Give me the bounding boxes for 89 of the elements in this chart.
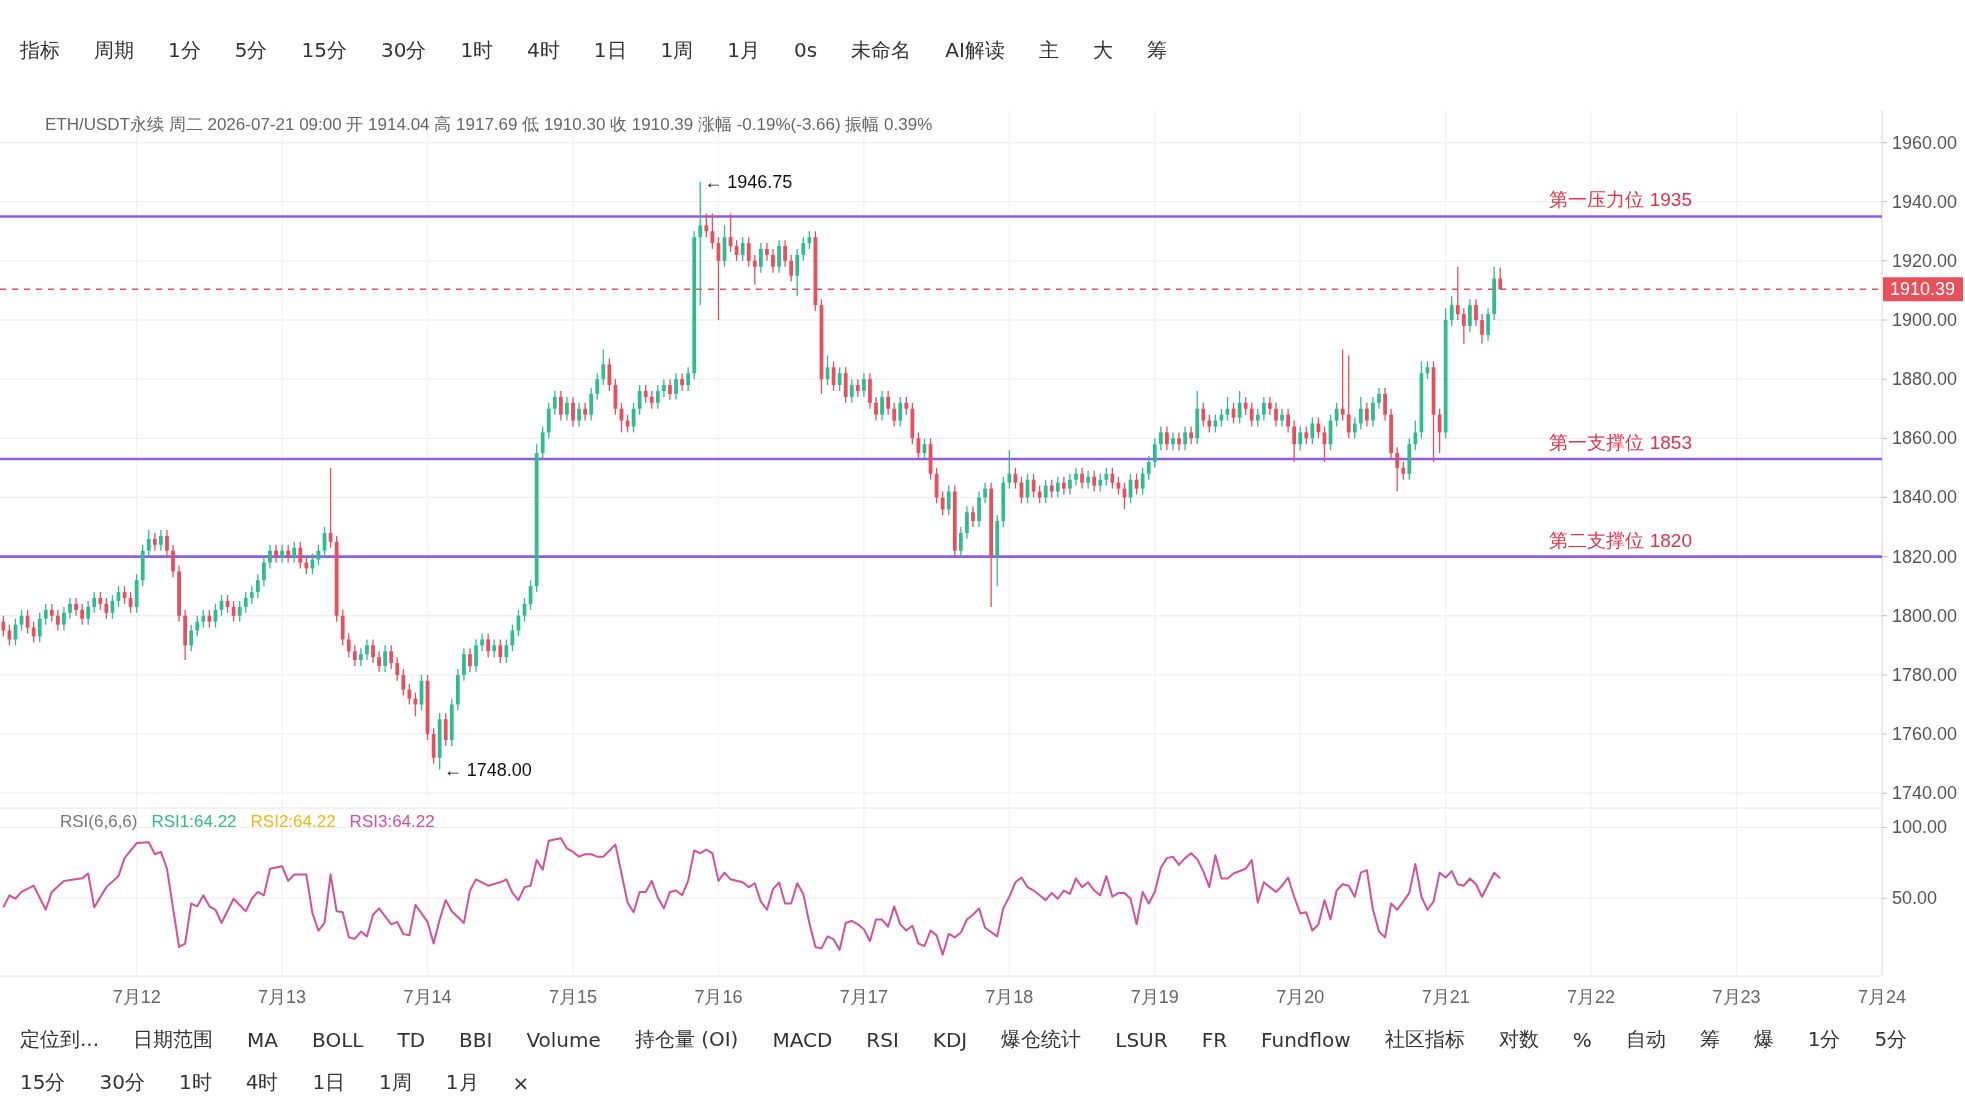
text: 15分 [301,36,347,64]
text: 1时 [460,36,494,64]
x-tick-label: 7月23 [1712,987,1761,1007]
text: 筹 [1146,36,1167,64]
y-tick-label: 1940.00 [1892,191,1958,212]
text: LSUR [1115,1027,1168,1052]
y-tick-label: 1740.00 [1892,783,1958,804]
text: 指标 [20,36,60,64]
annotation: RSI3:64.22 [349,812,435,831]
y-tick-label: 100.00 [1892,817,1948,838]
text: 1月 [445,1069,479,1096]
text: 1分 [168,36,201,64]
x-tick-label: 7月12 [112,987,161,1007]
text: 自动 [1625,1026,1666,1053]
ref-line-label: 第一压力位 1935 [1549,189,1692,211]
y-tick-label: 1880.00 [1892,369,1958,390]
chart-title: RSI(6,6,6) [60,812,138,831]
text: 未命名 [851,36,912,64]
ref-line: 第一压力位 1935 [0,189,1882,218]
text: 1日 [312,1069,346,1096]
text: 定位到... [20,1026,100,1053]
ref-line-label: 1910.39 [1890,279,1956,300]
y-tick-label: 1920.00 [1892,250,1958,271]
text: 对数 [1498,1026,1539,1053]
text: % [1572,1027,1592,1052]
text: Volume [526,1027,601,1052]
y-tick-label: 1840.00 [1892,487,1958,508]
x-tick-label: 7月18 [985,987,1034,1007]
annotation: ← 1946.75 [704,171,793,192]
text: 30分 [380,36,427,64]
annotation: ← 1748.00 [443,759,532,780]
text: 5分 [234,36,268,64]
text: 社区指标 [1384,1026,1465,1053]
text: 持仓量 (OI) [634,1026,739,1053]
text: 爆 [1753,1026,1774,1053]
text: KDJ [932,1027,968,1052]
x-tick-label: 7月20 [1276,987,1325,1007]
x-tick-label: 7月15 [548,987,598,1007]
y-tick-label: 50.00 [1892,888,1938,909]
text: MA [247,1027,279,1052]
y-tick-label: 1860.00 [1892,428,1958,449]
text: × [512,1070,530,1095]
text: 1时 [178,1069,212,1096]
text: BOLL [312,1027,364,1052]
text: RSI [866,1027,899,1052]
annotation: RSI1:64.22 [151,812,237,831]
text: 15分 [20,1069,66,1096]
text: 1周 [660,36,694,64]
y-tick-label: 1800.00 [1892,605,1958,626]
y-tick-label: 1960.00 [1892,132,1958,153]
text: MACD [772,1027,833,1052]
text: Fundflow [1261,1027,1351,1052]
text: 30分 [99,1069,145,1096]
ref-line-label: 第一支撑位 1853 [1549,432,1692,453]
x-tick-label: 7月17 [839,987,888,1007]
text: 1月 [727,36,761,64]
text: 爆仓统计 [1001,1026,1082,1053]
x-tick-label: 7月19 [1130,987,1179,1007]
ref-line: 第二支撑位 1820 [0,529,1882,558]
text: 1日 [593,36,627,64]
ref-line: 第一支撑位 1853 [0,432,1882,461]
y-tick-label: 1760.00 [1892,724,1958,745]
text: BBI [459,1027,493,1052]
annotation: RSI2:64.22 [250,812,336,831]
text: AI解读 [945,36,1005,64]
text: 0s [794,38,818,62]
text: 日期范围 [133,1026,214,1053]
ref-line-label: 第二支撑位 1820 [1549,529,1692,551]
chart-subtitle: ETH/USDT永续 周二 2026-07-21 09:00 开 1914.04 高 1917.69 低 1910.30 收 1910.39 涨幅 -0.19%(-3.66) 振幅 0.39% [45,115,933,134]
text: 大 [1092,36,1113,64]
y-tick-label: 1820.00 [1892,546,1958,567]
text: 4时 [527,36,560,64]
x-tick-label: 7月13 [258,987,307,1007]
x-tick-label: 7月21 [1421,987,1470,1007]
text: 主 [1038,36,1059,64]
text: 周期 [94,36,134,64]
y-tick-label: 1900.00 [1892,309,1958,330]
x-tick-label: 7月22 [1567,987,1616,1007]
x-tick-label: 7月24 [1857,987,1907,1007]
text: 筹 [1699,1026,1720,1053]
text: TD [397,1027,426,1052]
y-tick-label: 1780.00 [1892,664,1958,685]
text: 1分 [1807,1026,1841,1053]
x-tick-label: 7月14 [403,987,452,1007]
text: FR [1201,1027,1228,1052]
x-tick-label: 7月16 [694,987,743,1007]
text: 5分 [1874,1026,1908,1053]
text: 1周 [379,1069,412,1096]
text: 4时 [245,1069,279,1096]
